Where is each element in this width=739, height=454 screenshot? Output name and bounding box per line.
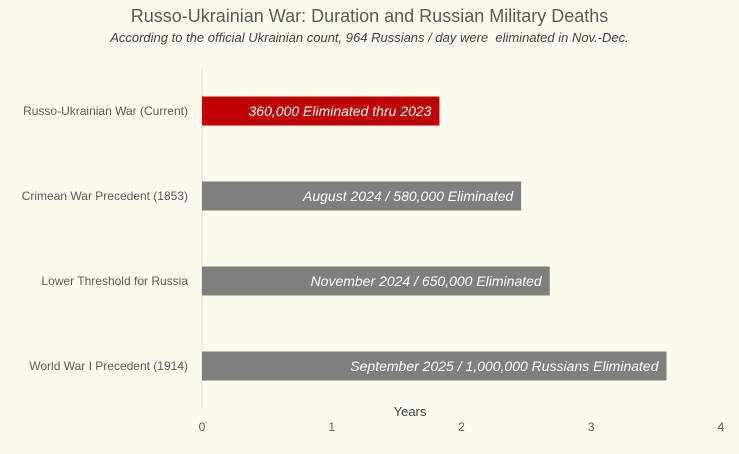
category-label: Lower Threshold for Russia <box>41 274 188 288</box>
category-label: World War I Precedent (1914) <box>29 359 188 373</box>
x-tick-label: 0 <box>199 420 206 434</box>
x-tick-label: 2 <box>458 420 465 434</box>
bar <box>202 266 550 296</box>
chart-subtitle: According to the official Ukrainian coun… <box>110 30 629 45</box>
x-tick-label: 3 <box>588 420 595 434</box>
x-tick-label: 4 <box>718 420 725 434</box>
x-axis-title: Years <box>394 404 427 419</box>
bar <box>202 96 440 126</box>
data-label: November 2024 / 650,000 Eliminated <box>311 273 543 289</box>
category-label: Crimean War Precedent (1853) <box>22 189 188 203</box>
data-label: August 2024 / 580,000 Eliminated <box>302 188 514 204</box>
chart-title: Russo-Ukrainian War: Duration and Russia… <box>130 6 609 26</box>
bar <box>202 181 522 211</box>
bar <box>202 351 667 381</box>
x-tick-label: 1 <box>328 420 335 434</box>
category-label: Russo-Ukrainian War (Current) <box>23 104 188 118</box>
data-label: 360,000 Eliminated thru 2023 <box>249 103 432 119</box>
data-label: September 2025 / 1,000,000 Russians Elim… <box>350 358 659 374</box>
